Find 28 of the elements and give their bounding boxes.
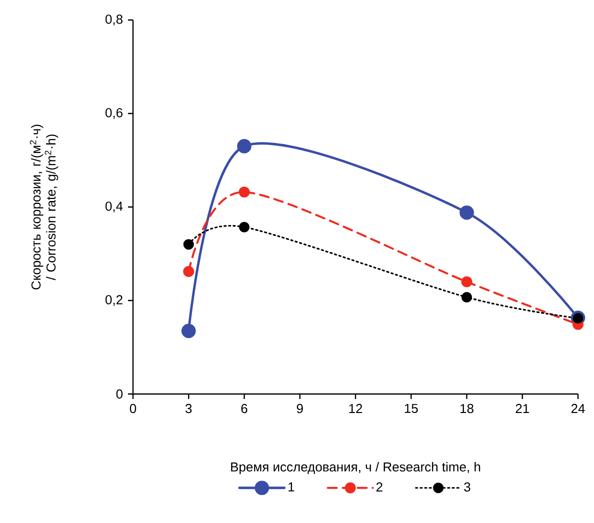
- x-tick-label: 18: [460, 404, 474, 414]
- text: Скорость коррозии, г/(м$^{2}$·ч) / Corrosion rate, g/(m$^{2}$·h): [30, 124, 58, 290]
- y-tick-label: 0: [116, 389, 123, 399]
- y-tick-label: 0,4: [106, 202, 123, 212]
- x-tick-label: 21: [516, 404, 529, 414]
- x-tick-label: 9: [296, 404, 303, 414]
- x-tick-label: 6: [241, 404, 248, 414]
- x-tick-label: 3: [186, 404, 192, 414]
- point: [183, 239, 194, 250]
- legend-label: 2: [376, 482, 382, 492]
- point: [238, 222, 250, 232]
- legend-label: 3: [464, 482, 470, 492]
- y-tick-label: 0,8: [106, 14, 123, 26]
- point: [181, 324, 196, 338]
- point: [237, 139, 252, 154]
- y-tick-label: 0,6: [106, 108, 122, 119]
- x-axis-title: Время исследования, ч / Research time, h: [231, 462, 480, 474]
- x-tick-label: 24: [571, 404, 585, 414]
- x-tick-label: 15: [404, 404, 418, 413]
- point: [461, 276, 472, 288]
- legend-label: 1: [288, 482, 294, 492]
- point: [238, 186, 250, 198]
- point: [183, 266, 194, 277]
- point: [461, 292, 472, 303]
- x-tick-label: 12: [349, 404, 362, 414]
- x-tick-label: 0: [130, 404, 136, 414]
- y-tick-label: 0,2: [106, 295, 122, 306]
- point: [460, 205, 474, 220]
